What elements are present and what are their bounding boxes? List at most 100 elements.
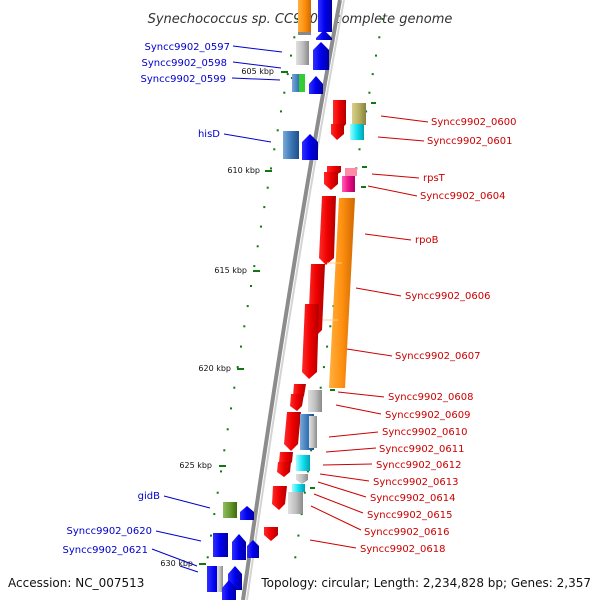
gene-arrow[interactable] xyxy=(319,196,336,265)
scale-dot xyxy=(236,366,239,369)
kbp-label: 615 kbp xyxy=(214,266,247,275)
gene-label[interactable]: Syncc9902_0597 xyxy=(145,42,231,53)
kbp-tick-mark xyxy=(237,368,244,370)
gene-label[interactable]: Syncc9902_0598 xyxy=(142,58,228,69)
kbp-tick-mark xyxy=(219,465,226,467)
gene-box[interactable] xyxy=(288,492,303,514)
gene-box[interactable] xyxy=(213,533,228,557)
gene-arrow[interactable] xyxy=(331,124,344,140)
scale-dot xyxy=(293,36,296,39)
gene-box[interactable] xyxy=(298,0,311,32)
gene-arrow[interactable] xyxy=(316,30,332,40)
gene-label[interactable]: Syncc9902_0611 xyxy=(379,444,465,455)
gene-arrow[interactable] xyxy=(232,534,246,560)
scale-dot xyxy=(294,556,297,559)
gene-label[interactable]: Syncc9902_0613 xyxy=(373,477,459,488)
gene-label[interactable]: Syncc9902_0609 xyxy=(385,410,471,421)
gene-label[interactable]: gidB xyxy=(138,491,160,502)
gene-arrow[interactable] xyxy=(272,486,287,510)
gene-label[interactable]: Syncc9902_0606 xyxy=(405,291,491,302)
gene-arrow[interactable] xyxy=(240,506,254,520)
gene-box[interactable] xyxy=(345,168,357,176)
gene-box[interactable] xyxy=(283,131,299,159)
gene-box[interactable] xyxy=(296,41,309,65)
scale-dot xyxy=(378,36,381,39)
gene-label[interactable]: Syncc9902_0621 xyxy=(63,545,149,556)
gene-label[interactable]: Syncc9902_0620 xyxy=(67,526,153,537)
scale-dot xyxy=(220,470,222,473)
gene-box[interactable] xyxy=(292,484,305,492)
gene-label[interactable]: Syncc9902_0618 xyxy=(360,544,446,555)
gene-label[interactable]: Syncc9902_0616 xyxy=(364,527,450,538)
gene-label[interactable]: Syncc9902_0601 xyxy=(427,136,513,147)
scale-dot xyxy=(263,206,266,209)
accession-text: Accession: NC_007513 xyxy=(8,576,144,590)
scale-dot xyxy=(280,110,282,113)
scale-dot xyxy=(250,285,252,287)
scale-dot xyxy=(283,91,286,94)
gene-label[interactable]: Syncc9902_0614 xyxy=(370,493,456,504)
kbp-label: 625 kbp xyxy=(179,461,212,470)
scale-dot xyxy=(375,54,377,57)
gene-label[interactable]: rpoB xyxy=(415,235,439,246)
gene-box[interactable] xyxy=(352,103,366,125)
gene-box[interactable] xyxy=(342,176,355,192)
scale-dot xyxy=(206,556,209,559)
scale-dot xyxy=(266,186,269,189)
gene-box[interactable] xyxy=(299,74,305,92)
scale-dot xyxy=(290,54,292,57)
gene-box[interactable] xyxy=(298,32,311,35)
gene-box[interactable] xyxy=(217,566,223,592)
scale-dot xyxy=(297,534,300,537)
gene-label[interactable]: Syncc9902_0612 xyxy=(376,460,462,471)
gene-arrow[interactable] xyxy=(324,172,338,190)
gene-box[interactable] xyxy=(318,0,332,32)
gene-arrow[interactable] xyxy=(302,134,318,160)
scale-dot xyxy=(381,18,384,21)
gene-label[interactable]: Syncc9902_0610 xyxy=(382,427,468,438)
scale-dot xyxy=(296,18,299,21)
gene-arrow[interactable] xyxy=(309,76,323,94)
gene-label[interactable]: Syncc9902_0615 xyxy=(367,510,453,521)
kbp-tick-mark xyxy=(199,563,206,565)
gene-label[interactable]: Syncc9902_0608 xyxy=(388,392,474,403)
kbp-tick-mark xyxy=(265,170,272,172)
gene-arrow[interactable] xyxy=(313,42,329,70)
scale-dot xyxy=(310,449,313,452)
gene-arrow[interactable] xyxy=(296,474,308,484)
gene-arrow[interactable] xyxy=(277,462,291,477)
gene-label[interactable]: Syncc9902_0600 xyxy=(431,117,517,128)
scale-dot xyxy=(368,91,371,94)
gene-box[interactable] xyxy=(350,124,364,140)
scale-dot xyxy=(300,513,303,516)
gene-cluster-top xyxy=(298,0,332,40)
gene-box[interactable] xyxy=(329,198,355,388)
gene-arrow[interactable] xyxy=(302,304,319,379)
scale-dot xyxy=(253,265,256,268)
gene-box[interactable] xyxy=(308,390,322,412)
scale-dot xyxy=(286,73,289,76)
scale-dot xyxy=(322,366,325,369)
gene-label[interactable]: Syncc9902_0604 xyxy=(420,191,506,202)
gene-box[interactable] xyxy=(296,455,310,471)
gene-box[interactable] xyxy=(223,502,237,518)
gene-label[interactable]: Syncc9902_0599 xyxy=(141,74,227,85)
gene-arrow[interactable] xyxy=(222,580,236,600)
kbp-label: 605 kbp xyxy=(241,67,274,76)
gene-label[interactable]: hisD xyxy=(198,129,220,140)
scale-dot xyxy=(246,305,249,308)
gene-arrow[interactable] xyxy=(247,540,259,558)
genome-backbone-highlight xyxy=(246,0,345,600)
gene-arrow[interactable] xyxy=(290,394,304,411)
scale-dot xyxy=(306,470,309,473)
scale-dot xyxy=(260,225,262,228)
gene-arrow[interactable] xyxy=(284,412,301,451)
scale-dot xyxy=(213,513,216,516)
gene-arrow[interactable] xyxy=(264,527,278,541)
gene-label[interactable]: rpsT xyxy=(423,173,446,184)
right-gene-labels: Syncc9902_0600 Syncc9902_0601 rpsT Syncc… xyxy=(309,115,517,555)
gene-label[interactable]: Syncc9902_0607 xyxy=(395,351,481,362)
scale-dot xyxy=(243,325,246,328)
gene-box[interactable] xyxy=(309,416,317,448)
